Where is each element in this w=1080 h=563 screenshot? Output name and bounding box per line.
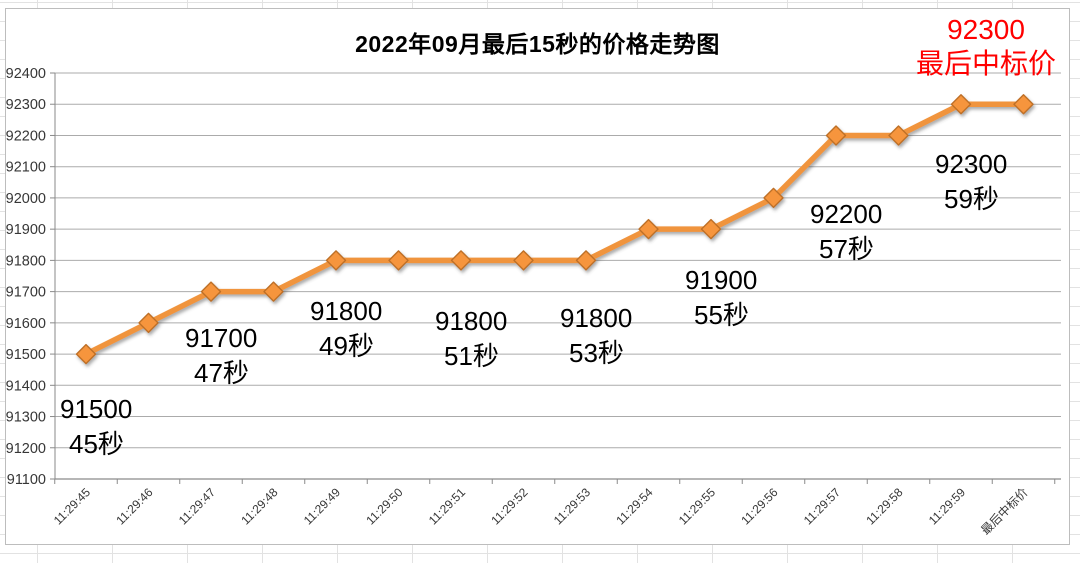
y-tick-label: 92300: [6, 97, 46, 113]
data-point-marker: [138, 312, 159, 334]
price-series-line: [75, 94, 1034, 365]
final-price-label: 最后中标价: [915, 48, 1056, 79]
x-tick-label: 11:29:54: [613, 485, 656, 528]
y-tick-label: 91800: [6, 253, 46, 269]
data-point-marker: [638, 218, 659, 240]
data-point-marker: [263, 281, 284, 302]
y-tick-label: 92400: [6, 66, 46, 82]
data-point-marker: [325, 250, 347, 271]
data-point-marker: [513, 250, 534, 271]
x-tick-label: 11:29:57: [801, 485, 844, 528]
axes: [50, 72, 1061, 484]
final-price-annotation: 92300 最后中标价: [897, 13, 1075, 81]
x-tick-label: 11:29:51: [426, 485, 469, 528]
data-point-marker: [888, 125, 909, 146]
price-trend-chart: 11:29:45 11:29:46 11:29:47 11:29:48 11:29:49…: [5, 8, 1070, 545]
x-tick-label: 11:29:48: [238, 485, 281, 528]
y-tick-label: 92200: [6, 128, 46, 144]
data-point-marker: [825, 125, 847, 146]
x-axis-labels: 11:29:45 11:29:46 11:29:47 11:29:48 11:29:49…: [51, 485, 1031, 538]
data-point-marker: [1013, 94, 1034, 115]
data-point-marker: [388, 250, 409, 271]
x-tick-label: 11:29:45: [51, 485, 94, 528]
x-tick-label: 11:29:53: [551, 485, 594, 528]
x-tick-label: 11:29:59: [926, 485, 969, 528]
x-tick-label: 11:29:58: [863, 485, 906, 528]
y-tick-label: 91500: [6, 347, 46, 363]
y-tick-label: 91400: [6, 378, 46, 394]
y-tick-label: 91900: [6, 222, 46, 238]
data-point-marker: [700, 218, 722, 240]
x-tick-label: 最后中标价: [978, 485, 1031, 538]
y-tick-label: 91600: [6, 316, 46, 332]
x-tick-label: 11:29:55: [676, 485, 719, 528]
y-tick-label: 91700: [6, 285, 46, 301]
plot-area: 11:29:45 11:29:46 11:29:47 11:29:48 11:29:49…: [6, 66, 1061, 538]
y-tick-label: 91300: [6, 410, 46, 426]
x-tick-label: 11:29:46: [113, 485, 156, 528]
y-tick-label: 91200: [6, 441, 46, 457]
x-tick-label: 11:29:50: [363, 485, 406, 528]
y-tick-label: 92100: [6, 160, 46, 176]
y-axis-labels: 92400 92300 92200 92100 92000 91900 91800 91700…: [6, 66, 46, 488]
data-point-marker: [763, 187, 784, 209]
x-tick-label: 11:29:56: [738, 485, 781, 528]
data-point-marker: [200, 281, 222, 302]
x-tick-label: 11:29:47: [176, 485, 219, 528]
data-point-marker: [950, 94, 972, 115]
data-point-marker: [75, 343, 97, 365]
final-price-value: 92300: [947, 14, 1025, 45]
x-tick-label: 11:29:52: [488, 485, 531, 528]
data-point-marker: [575, 250, 597, 271]
chart-title: 2022年09月最后15秒的价格走势图: [355, 31, 720, 57]
data-point-marker: [450, 250, 472, 271]
x-tick-label: 11:29:49: [301, 485, 344, 528]
y-tick-label: 91100: [7, 472, 46, 488]
y-tick-label: 92000: [6, 191, 46, 207]
